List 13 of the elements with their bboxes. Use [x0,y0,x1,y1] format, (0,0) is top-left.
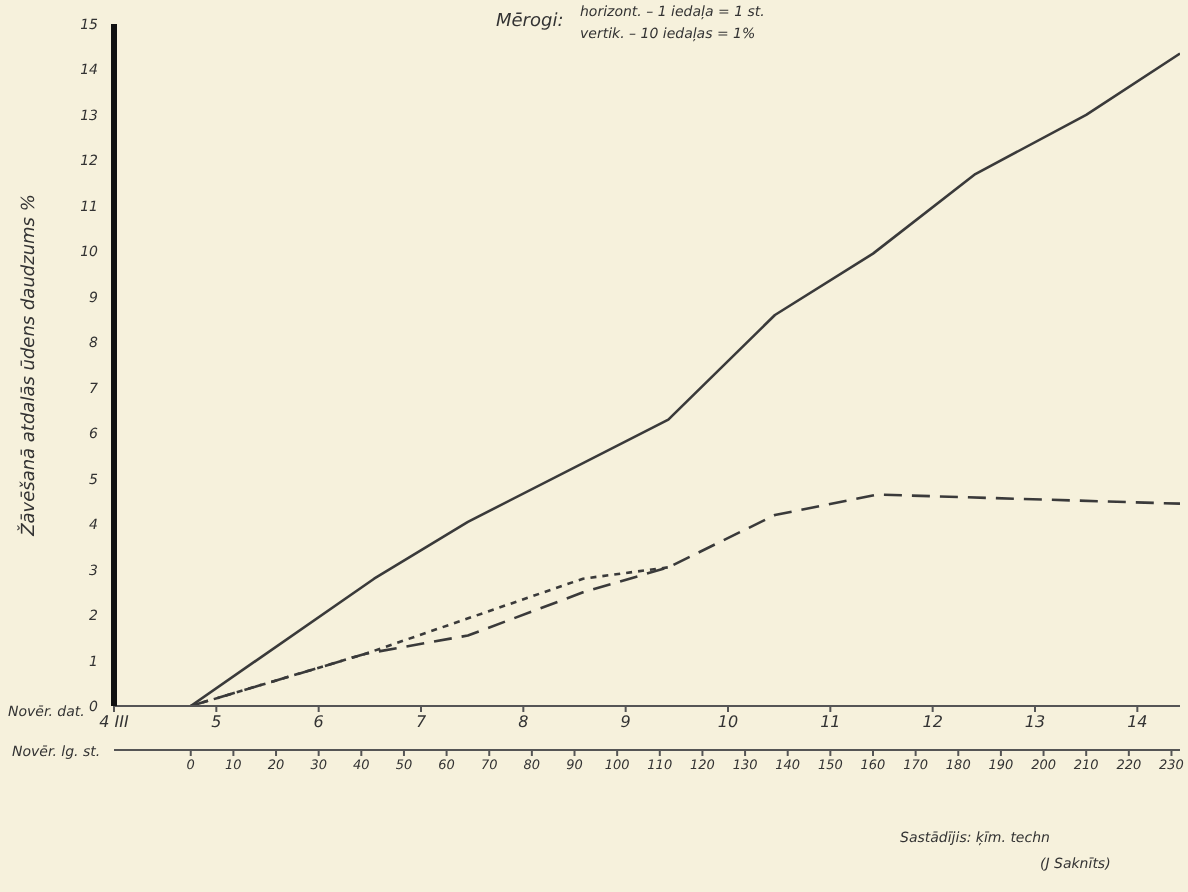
x2-tick-label: 12 [922,713,943,732]
annotation: Mērogi: [496,12,564,32]
x2-tick-label: 14 [1127,713,1148,732]
x2-tick-label: 5 [211,713,222,732]
x2-tick-label: 13 [1024,713,1046,732]
x2-tick-label: 4 III [99,713,130,732]
x2-tick-label: 7 [415,713,428,732]
x2-tick-label: 9 [620,713,631,732]
y-axis-title: Žāvēšanā atdalās ūdens daudzums % [16,194,41,538]
x2-tick-label: 6 [313,713,324,732]
x2-tick-label: 11 [820,713,841,732]
x2-tick-label: 10 [717,713,739,732]
x2-tick-label: 8 [518,713,529,732]
